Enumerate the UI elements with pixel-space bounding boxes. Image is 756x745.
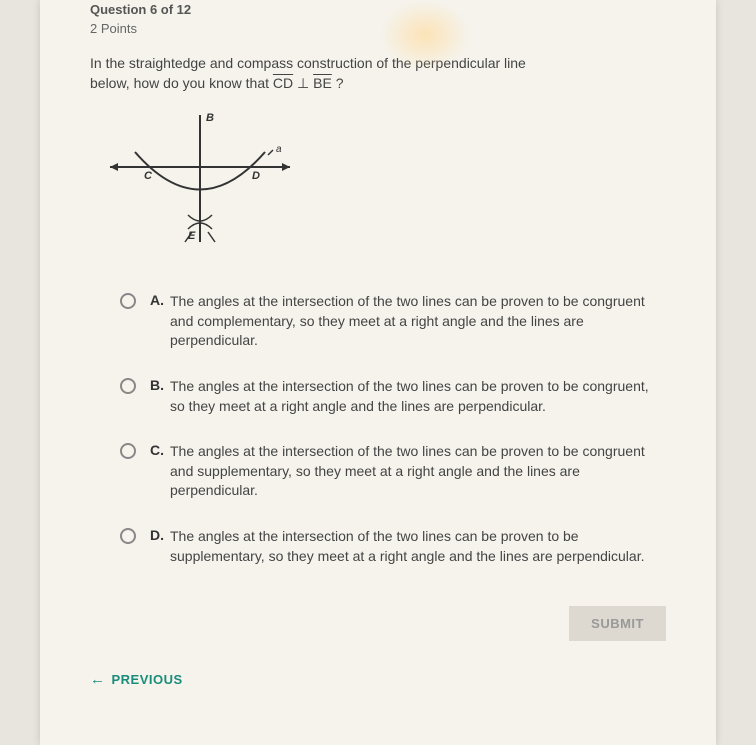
label-a: a bbox=[276, 144, 282, 155]
q-mark: ? bbox=[332, 75, 344, 91]
label-E: E bbox=[188, 230, 196, 242]
arrow-left-icon: ← bbox=[90, 671, 106, 688]
question-page: Question 6 of 12 2 Points In the straigh… bbox=[40, 0, 716, 745]
option-c-letter: C. bbox=[150, 442, 164, 458]
option-b-letter: B. bbox=[150, 377, 164, 393]
perp-symbol: ⊥ bbox=[293, 75, 313, 91]
options-list: A. The angles at the intersection of the… bbox=[120, 292, 666, 566]
radio-d[interactable] bbox=[120, 528, 136, 544]
segment-be: BE bbox=[313, 75, 332, 91]
segment-cd: CD bbox=[273, 75, 293, 91]
option-d-text: The angles at the intersection of the tw… bbox=[170, 527, 666, 566]
option-b[interactable]: B. The angles at the intersection of the… bbox=[120, 377, 666, 416]
radio-a[interactable] bbox=[120, 293, 136, 309]
option-b-text: The angles at the intersection of the tw… bbox=[170, 377, 666, 416]
option-d-letter: D. bbox=[150, 527, 164, 543]
q-line1: In the straightedge and compass construc… bbox=[90, 55, 526, 71]
previous-label: PREVIOUS bbox=[112, 672, 183, 687]
option-c[interactable]: C. The angles at the intersection of the… bbox=[120, 442, 666, 501]
footer: SUBMIT bbox=[90, 606, 666, 641]
q-line2a: below, how do you know that bbox=[90, 75, 273, 91]
option-a[interactable]: A. The angles at the intersection of the… bbox=[120, 292, 666, 351]
option-c-text: The angles at the intersection of the tw… bbox=[170, 442, 666, 501]
radio-c[interactable] bbox=[120, 443, 136, 459]
option-a-text: The angles at the intersection of the tw… bbox=[170, 292, 666, 351]
radio-b[interactable] bbox=[120, 378, 136, 394]
construction-diagram: B C D E a bbox=[100, 107, 666, 262]
question-text: In the straightedge and compass construc… bbox=[90, 54, 666, 93]
question-number: Question 6 of 12 bbox=[90, 0, 666, 17]
option-d[interactable]: D. The angles at the intersection of the… bbox=[120, 527, 666, 566]
label-B: B bbox=[206, 112, 214, 124]
label-D: D bbox=[252, 170, 260, 182]
points-label: 2 Points bbox=[90, 21, 666, 36]
option-a-letter: A. bbox=[150, 292, 164, 308]
submit-button[interactable]: SUBMIT bbox=[569, 606, 666, 641]
label-C: C bbox=[144, 170, 153, 182]
previous-button[interactable]: ← PREVIOUS bbox=[90, 671, 183, 688]
